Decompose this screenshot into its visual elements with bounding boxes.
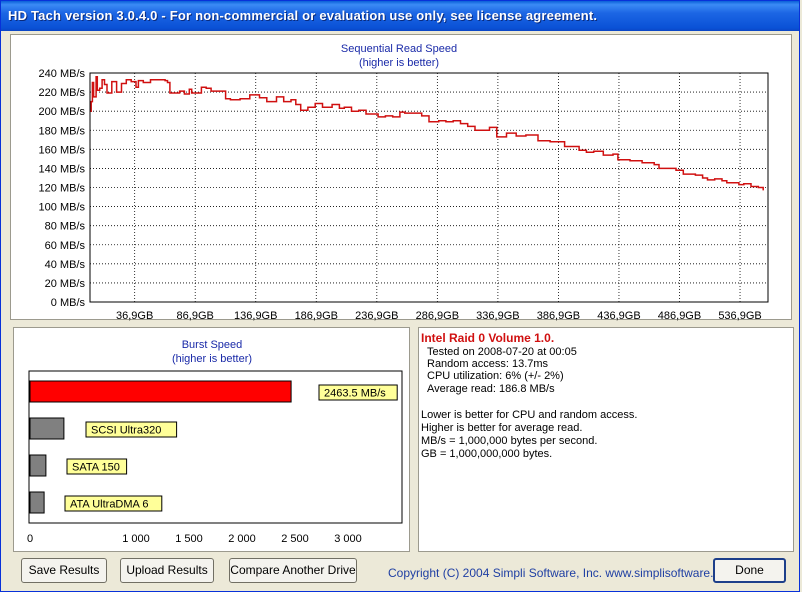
seq-x-tick-label: 386,9GB [537,310,580,322]
seq-read-line [90,76,764,191]
burst-x-tick-label: 1 000 [122,533,150,545]
cpu-utilization-text: CPU utilization: 6% (+/- 2%) [427,370,564,382]
seq-y-tick-label: 100 MB/s [39,202,86,214]
note-lower-better: Lower is better for CPU and random acces… [421,409,638,421]
seq-x-tick-label: 536,9GB [718,310,761,322]
seq-x-tick-label: 36,9GB [116,310,153,322]
copyright-text: Copyright (C) 2004 Simpli Software, Inc.… [388,566,737,580]
upload-results-button[interactable]: Upload Results [120,558,214,583]
seq-y-tick-label: 0 MB/s [51,297,86,309]
note-mbs-def: MB/s = 1,000,000 bytes per second. [421,435,598,447]
burst-bar [29,417,65,440]
seq-x-tick-label: 286,9GB [416,310,459,322]
seq-x-tick-label: 186,9GB [295,310,338,322]
burst-bar-label: SATA 150 [72,462,120,474]
seq-x-tick-label: 336,9GB [476,310,519,322]
burst-bar [29,380,292,403]
compare-another-drive-button[interactable]: Compare Another Drive [229,558,357,583]
seq-x-tick-label: 236,9GB [355,310,398,322]
burst-bar-label: 2463.5 MB/s [324,388,386,400]
seq-y-tick-label: 40 MB/s [45,259,86,271]
burst-x-tick-label: 3 000 [334,533,362,545]
done-button[interactable]: Done [713,558,786,583]
seq-x-tick-label: 486,9GB [658,310,701,322]
burst-x-tick-label: 1 500 [175,533,203,545]
burst-bar-label-box [85,421,178,438]
sequential-read-chart: Sequential Read Speed (higher is better)… [39,43,769,322]
seq-x-tick-label: 436,9GB [597,310,640,322]
burst-bar-label-box [66,458,128,475]
note-gb-def: GB = 1,000,000,000 bytes. [421,448,553,460]
burst-bar-label-box [318,384,398,401]
tested-on-text: Tested on 2008-07-20 at 00:05 [427,346,577,358]
seq-y-tick-label: 220 MB/s [39,87,86,99]
seq-chart-title: Sequential Read Speed [341,43,457,55]
burst-x-tick-label: 2 000 [228,533,256,545]
save-results-button[interactable]: Save Results [21,558,107,583]
seq-y-tick-label: 120 MB/s [39,183,86,195]
seq-chart-subtitle: (higher is better) [359,57,439,69]
drive-info-panel [418,327,794,552]
seq-x-tick-label: 86,9GB [177,310,214,322]
burst-bar-label: ATA UltraDMA 6 [70,499,148,511]
sequential-read-panel [10,34,792,320]
title-bar: HD Tach version 3.0.4.0 - For non-commer… [1,1,799,31]
bottom-strip [0,592,802,594]
seq-plot-frame [89,72,769,303]
seq-y-tick-label: 60 MB/s [45,240,86,252]
burst-chart-subtitle: (higher is better) [172,353,252,365]
seq-y-tick-label: 20 MB/s [45,278,86,290]
burst-x-tick-label: 2 500 [281,533,309,545]
seq-x-tick-label: 136,9GB [234,310,277,322]
seq-y-tick-label: 180 MB/s [39,125,86,137]
seq-y-tick-label: 200 MB/s [39,106,86,118]
seq-y-tick-label: 140 MB/s [39,163,86,175]
burst-bar-label: SCSI Ultra320 [91,425,161,437]
random-access-text: Random access: 13.7ms [427,358,549,370]
seq-y-tick-label: 240 MB/s [39,68,86,80]
note-higher-better: Higher is better for average read. [421,422,583,434]
seq-y-tick-label: 160 MB/s [39,144,86,156]
seq-y-tick-label: 80 MB/s [45,221,86,233]
average-read-text: Average read: 186.8 MB/s [427,383,555,395]
burst-x-tick-label: 0 [27,533,33,545]
drive-name: Intel Raid 0 Volume 1.0. [421,331,555,345]
burst-chart-title: Burst Speed [182,339,243,351]
burst-bar-label-box [64,495,163,512]
burst-speed-chart: Burst Speed (higher is better) 2463.5 MB… [27,339,403,545]
burst-bar [29,454,47,477]
burst-bar [29,491,45,514]
